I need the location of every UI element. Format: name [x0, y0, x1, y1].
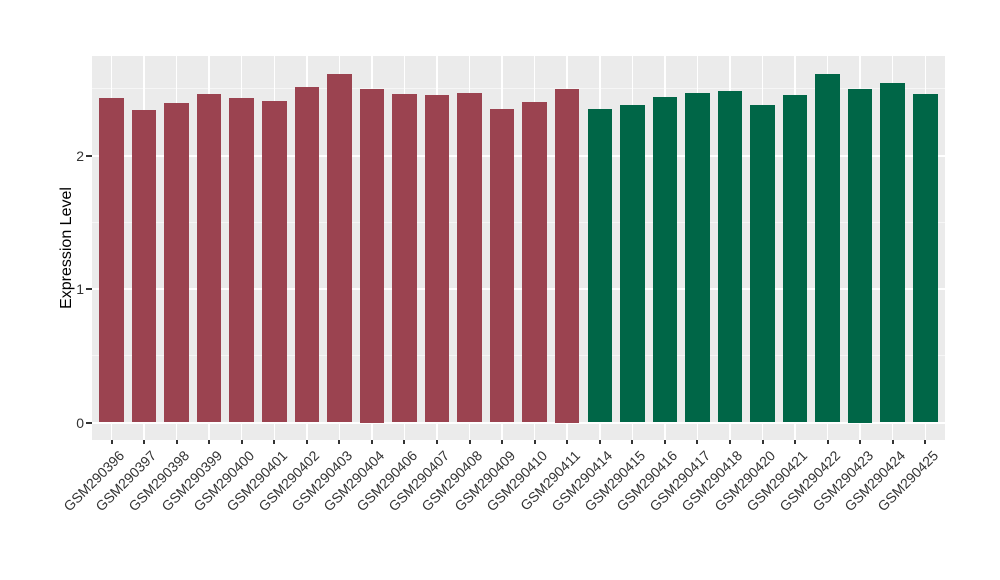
- bar-GSM290407: [424, 95, 450, 423]
- x-tick-mark: [436, 440, 438, 444]
- bar-GSM290411: [554, 88, 580, 423]
- bar-GSM290423: [847, 88, 873, 423]
- x-tick-mark: [728, 440, 731, 444]
- minor-gridline: [92, 221, 945, 223]
- bar-GSM290400: [229, 98, 254, 423]
- bar-GSM290397: [131, 110, 157, 423]
- minor-gridline: [92, 355, 945, 357]
- bar-GSM290410: [522, 102, 547, 423]
- x-tick-mark: [338, 440, 341, 444]
- x-tick-mark: [143, 440, 146, 444]
- major-gridline: [92, 154, 945, 157]
- x-tick-mark: [794, 440, 797, 444]
- x-tick-mark: [598, 440, 601, 444]
- x-tick-mark: [403, 440, 406, 444]
- bar-GSM290414: [587, 108, 612, 423]
- x-tick-mark: [240, 440, 243, 444]
- x-tick-mark: [859, 440, 862, 444]
- major-gridline: [92, 421, 945, 424]
- bar-GSM290406: [392, 94, 417, 423]
- x-tick-mark: [533, 440, 536, 444]
- bar-GSM290402: [294, 87, 320, 423]
- bar-GSM290409: [489, 108, 515, 423]
- x-tick-mark: [468, 440, 471, 444]
- bar-GSM290425: [913, 94, 938, 423]
- bar-GSM290396: [99, 98, 124, 423]
- x-tick-mark: [110, 440, 113, 444]
- x-tick-mark: [631, 440, 634, 444]
- plot-panel: [92, 56, 945, 440]
- x-tick-mark: [826, 440, 829, 444]
- bar-GSM290403: [327, 74, 352, 423]
- x-tick-mark: [663, 440, 666, 444]
- x-tick-mark: [566, 440, 569, 444]
- bar-GSM290418: [717, 91, 743, 423]
- x-tick-mark: [305, 440, 308, 444]
- minor-gridline: [92, 88, 945, 90]
- bar-GSM290421: [782, 95, 808, 423]
- bar-GSM290404: [359, 88, 385, 423]
- bar-GSM290420: [750, 104, 775, 423]
- bar-GSM290417: [685, 92, 710, 423]
- x-tick-mark: [696, 440, 699, 444]
- x-tick-mark: [891, 440, 894, 444]
- y-tick-mark: [86, 154, 92, 157]
- x-tick-mark: [370, 440, 373, 444]
- x-tick-mark: [924, 440, 927, 444]
- bar-GSM290401: [262, 100, 287, 423]
- x-tick-mark: [273, 440, 276, 444]
- y-tick-mark: [86, 288, 92, 290]
- y-tick-mark: [86, 421, 92, 424]
- x-tick-mark: [175, 440, 178, 444]
- bar-GSM290422: [815, 74, 840, 423]
- x-tick-mark: [208, 440, 211, 444]
- bar-GSM290399: [196, 94, 222, 423]
- bar-GSM290415: [620, 104, 645, 423]
- y-tick-label: 0: [76, 414, 84, 431]
- x-tick-mark: [501, 440, 504, 444]
- y-tick-label: 1: [76, 281, 84, 297]
- bar-GSM290398: [164, 103, 189, 423]
- bar-GSM290408: [457, 92, 482, 423]
- y-tick-label: 2: [76, 147, 84, 164]
- bar-GSM290416: [652, 96, 678, 423]
- x-tick-mark: [761, 440, 764, 444]
- major-gridline: [92, 288, 945, 290]
- bar-GSM290424: [880, 83, 905, 423]
